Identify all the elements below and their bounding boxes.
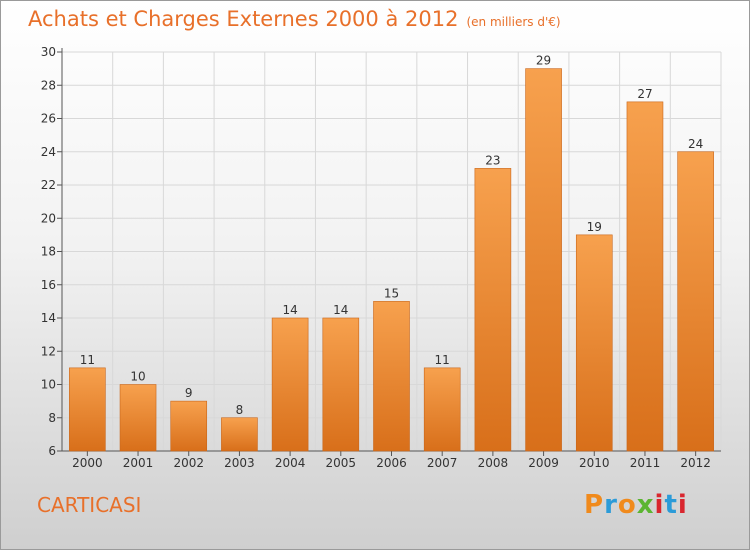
title-text: Achats et Charges Externes 2000 à 2012 xyxy=(28,7,459,31)
y-tick-label: 30 xyxy=(41,45,56,59)
proxiti-logo: Proxiti xyxy=(584,490,688,520)
bar xyxy=(525,68,562,452)
logo-letter: r xyxy=(604,490,618,520)
bar xyxy=(271,317,309,452)
y-tick-label: 28 xyxy=(41,78,56,92)
bar xyxy=(575,234,613,452)
y-tick-label: 18 xyxy=(41,245,56,259)
data-label: 15 xyxy=(384,286,399,300)
data-label: 24 xyxy=(688,137,703,151)
logo-letter: x xyxy=(636,490,655,520)
logo-letter: i xyxy=(654,490,665,520)
x-tick-label: 2002 xyxy=(173,456,204,470)
x-tick-label: 2011 xyxy=(630,456,661,470)
logo-letter: t xyxy=(664,490,678,520)
y-tick-label: 24 xyxy=(41,145,56,159)
chart-title: Achats et Charges Externes 2000 à 2012 (e… xyxy=(28,7,561,31)
x-tick-label: 2004 xyxy=(275,456,306,470)
x-tick-label: 2000 xyxy=(72,456,103,470)
data-label: 14 xyxy=(333,303,348,317)
y-tick-label: 14 xyxy=(41,311,56,325)
x-tick-label: 2003 xyxy=(224,456,255,470)
x-tick-label: 2005 xyxy=(326,456,357,470)
x-tick-label: 2010 xyxy=(579,456,610,470)
y-tick-label: 12 xyxy=(41,344,56,358)
data-label: 19 xyxy=(587,220,602,234)
x-tick-label: 2012 xyxy=(680,456,711,470)
bars xyxy=(69,68,714,452)
data-label: 29 xyxy=(536,54,551,68)
logo-letter: i xyxy=(677,490,688,520)
data-label: 11 xyxy=(435,353,450,367)
bar xyxy=(322,317,360,452)
bar xyxy=(677,151,714,452)
bar xyxy=(69,367,106,452)
labels: 11 2000 10 2001 9 2002 8 2003 14 2004 14 2005 15 2006… xyxy=(72,54,711,470)
y-tick-label: 16 xyxy=(41,278,56,292)
y-tick-label: 26 xyxy=(41,112,56,126)
bar xyxy=(170,400,208,452)
data-label: 23 xyxy=(485,153,500,167)
bar xyxy=(626,101,664,452)
x-tick-label: 2008 xyxy=(478,456,509,470)
bar xyxy=(474,168,512,452)
bar xyxy=(119,384,157,452)
data-label: 10 xyxy=(130,370,145,384)
town-name: CARTICASI xyxy=(37,493,142,517)
x-tick-label: 2001 xyxy=(123,456,154,470)
data-label: 8 xyxy=(236,403,244,417)
data-label: 11 xyxy=(80,353,95,367)
unit-label: (en milliers d'€) xyxy=(466,15,561,29)
bar xyxy=(423,367,461,452)
x-tick-label: 2007 xyxy=(427,456,458,470)
y-tick-label: 8 xyxy=(48,411,56,425)
logo-letter: P xyxy=(584,490,605,520)
data-label: 27 xyxy=(637,87,652,101)
data-label: 9 xyxy=(185,386,193,400)
y-tick-label: 10 xyxy=(41,378,56,392)
x-tick-label: 2009 xyxy=(528,456,559,470)
x-tick-label: 2006 xyxy=(376,456,407,470)
y-tick-label: 6 xyxy=(48,444,56,458)
logo-letter: o xyxy=(617,490,637,520)
data-label: 14 xyxy=(282,303,297,317)
bar xyxy=(373,301,410,452)
y-tick-label: 20 xyxy=(41,211,56,225)
bar xyxy=(221,417,258,452)
y-tick-label: 22 xyxy=(41,178,56,192)
